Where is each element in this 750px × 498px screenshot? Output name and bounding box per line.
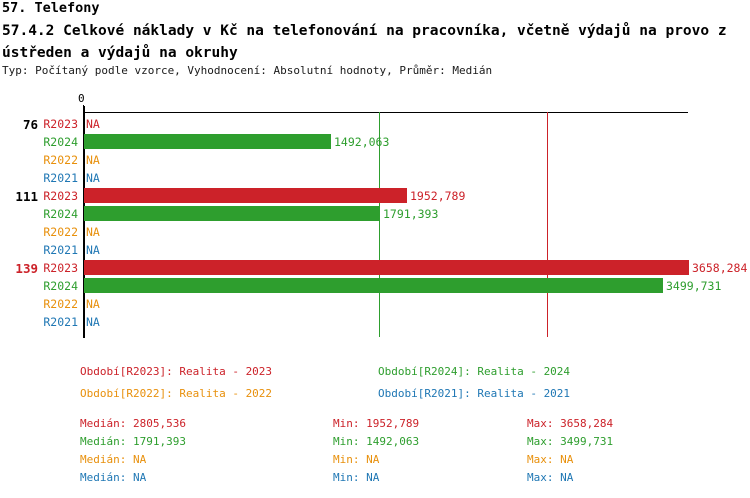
bar-R2024-group-76 — [84, 134, 331, 149]
bar-R2023-group-111 — [84, 188, 407, 203]
x-axis-line — [83, 112, 688, 113]
chart-title: 57.4.2 Celkové náklady v Kč na telefonov… — [2, 23, 727, 61]
legend-item-3: Období[R2021]: Realita - 2021 — [378, 387, 571, 400]
stat-max-row-0: Max: 3658,284 — [527, 417, 614, 430]
legend-item-0: Období[R2023]: Realita - 2023 — [80, 365, 273, 378]
stat-min-row-1: Min: 1492,063 — [333, 435, 420, 448]
bar-value-R2024-group-139: 3499,731 — [666, 279, 722, 293]
bar-R2023-group-139 — [84, 260, 689, 275]
legend-item-1: Období[R2024]: Realita - 2024 — [378, 365, 571, 378]
stat-median-row-3: Medián: NA — [80, 471, 147, 484]
bar-value-R2024-group-76: 1492,063 — [334, 135, 390, 149]
series-label-R2022-group-76: R2022 — [43, 153, 78, 167]
bar-R2024-group-139 — [84, 278, 663, 293]
median-red-gridline — [547, 112, 548, 337]
stat-median-row-0: Medián: 2805,536 — [80, 417, 186, 430]
bar-chart-plot-area: 0 76 R2023 NA R2024 1492,063 R2022 NA R2021 NA 11… — [0, 92, 750, 352]
bar-na-R2021-group-139: NA — [86, 315, 100, 329]
bar-na-R2021-group-76: NA — [86, 171, 100, 185]
series-label-R2023-group-111: R2023 — [43, 189, 78, 203]
chart-subtitle: Typ: Počítaný podle vzorce, Vyhodnocení:… — [2, 64, 493, 77]
group-label-139: 139 — [15, 261, 38, 276]
series-label-R2024-group-76: R2024 — [43, 135, 78, 149]
series-label-R2021-group-111: R2021 — [43, 243, 78, 257]
bar-value-R2023-group-111: 1952,789 — [410, 189, 466, 203]
bar-na-R2022-group-111: NA — [86, 225, 100, 239]
bar-na-R2022-group-139: NA — [86, 297, 100, 311]
x-axis-zero-tick-label: 0 — [78, 92, 85, 105]
series-label-R2021-group-139: R2021 — [43, 315, 78, 329]
series-label-R2022-group-139: R2022 — [43, 297, 78, 311]
chart-statistics-summary: Medián: 2805,536 Min: 1952,789 Max: 3658,2… — [0, 415, 750, 495]
series-label-R2023-group-76: R2023 — [43, 117, 78, 131]
bar-na-R2023-group-76: NA — [86, 117, 100, 131]
bar-R2024-group-111 — [84, 206, 380, 221]
series-label-R2024-group-139: R2024 — [43, 279, 78, 293]
group-label-76: 76 — [22, 117, 38, 132]
series-label-R2022-group-111: R2022 — [43, 225, 78, 239]
series-label-R2023-group-139: R2023 — [43, 261, 78, 275]
stat-min-row-0: Min: 1952,789 — [333, 417, 420, 430]
stat-min-row-3: Min: NA — [333, 471, 380, 484]
report-section-title: 57. Telefony — [2, 0, 100, 16]
group-label-111: 111 — [15, 189, 38, 204]
stat-median-row-2: Medián: NA — [80, 453, 147, 466]
series-label-R2024-group-111: R2024 — [43, 207, 78, 221]
median-green-gridline — [379, 112, 380, 337]
y-axis-baseline — [83, 106, 85, 338]
bar-value-R2023-group-139: 3658,284 — [692, 261, 748, 275]
chart-legend: Období[R2023]: Realita - 2023 Období[R202… — [0, 360, 750, 400]
stat-median-row-1: Medián: 1791,393 — [80, 435, 186, 448]
stat-min-row-2: Min: NA — [333, 453, 380, 466]
bar-na-R2021-group-111: NA — [86, 243, 100, 257]
bar-na-R2022-group-76: NA — [86, 153, 100, 167]
series-label-R2021-group-76: R2021 — [43, 171, 78, 185]
stat-max-row-3: Max: NA — [527, 471, 574, 484]
stat-max-row-1: Max: 3499,731 — [527, 435, 614, 448]
stat-max-row-2: Max: NA — [527, 453, 574, 466]
bar-value-R2024-group-111: 1791,393 — [383, 207, 439, 221]
legend-item-2: Období[R2022]: Realita - 2022 — [80, 387, 273, 400]
